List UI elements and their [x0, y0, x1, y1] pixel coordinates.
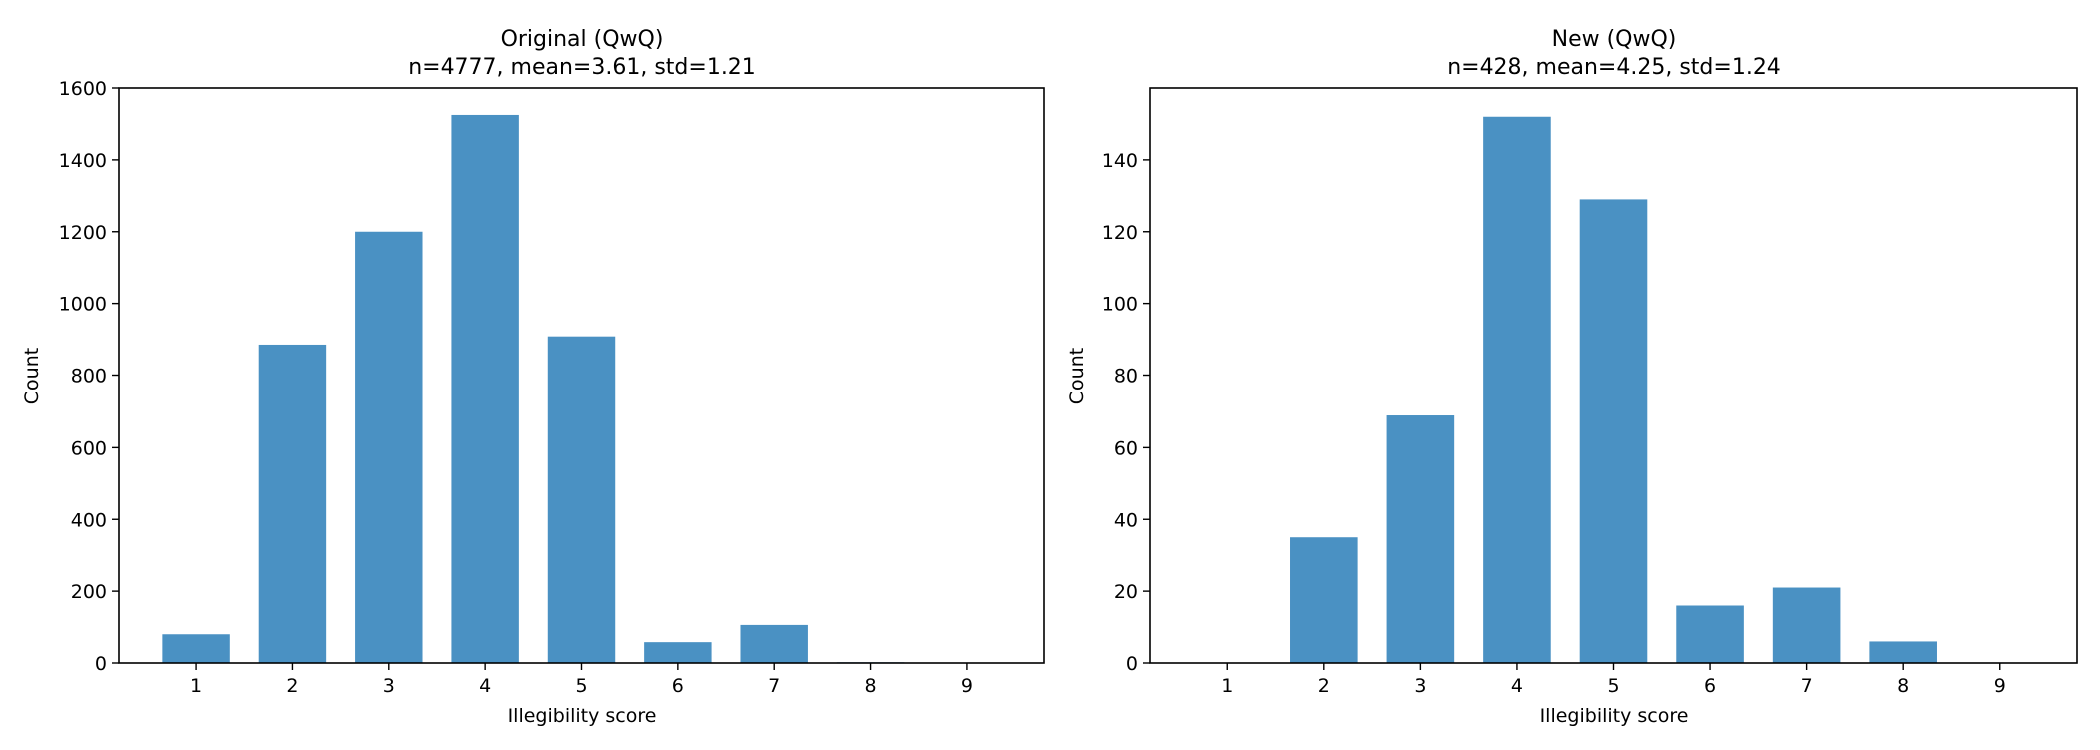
- x-tick-label: 7: [768, 675, 780, 697]
- y-tick-label: 140: [1102, 150, 1138, 172]
- chart-title: New (QwQ): [1552, 27, 1677, 52]
- chart-subtitle: n=428, mean=4.25, std=1.24: [1447, 55, 1781, 80]
- y-tick-label: 600: [71, 437, 107, 459]
- y-tick-label: 800: [71, 366, 107, 388]
- x-tick-label: 9: [1994, 675, 2006, 697]
- x-axis-label: Illegibility score: [1540, 705, 1689, 727]
- y-tick-label: 400: [71, 509, 107, 531]
- x-tick-label: 8: [865, 675, 877, 697]
- x-tick-label: 5: [575, 675, 587, 697]
- y-axis-label: Count: [21, 348, 43, 404]
- y-tick-label: 20: [1114, 581, 1138, 603]
- x-tick-label: 1: [190, 675, 202, 697]
- y-axis-label: Count: [1066, 348, 1088, 404]
- x-tick-label: 6: [1704, 675, 1716, 697]
- bar: [258, 344, 327, 663]
- y-tick-label: 120: [1102, 222, 1138, 244]
- bar: [355, 231, 423, 663]
- x-tick-label: 2: [1318, 675, 1330, 697]
- bar: [1676, 605, 1744, 663]
- y-tick-label: 1400: [59, 150, 107, 172]
- x-axis-label: Illegibility score: [508, 705, 657, 727]
- y-tick-label: 100: [1102, 294, 1138, 316]
- x-tick-label: 6: [672, 675, 684, 697]
- bar: [1386, 415, 1455, 663]
- y-tick-label: 1000: [59, 294, 107, 316]
- y-tick-label: 200: [71, 581, 107, 603]
- x-tick-label: 3: [1414, 675, 1426, 697]
- x-tick-label: 4: [479, 675, 491, 697]
- x-tick-label: 9: [961, 675, 973, 697]
- y-tick-label: 1600: [59, 78, 107, 100]
- bar: [740, 624, 808, 663]
- bar: [547, 336, 616, 663]
- x-tick-label: 2: [286, 675, 298, 697]
- y-tick-label: 0: [95, 653, 107, 675]
- x-tick-label: 1: [1221, 675, 1233, 697]
- bar: [1483, 116, 1551, 663]
- y-tick-label: 0: [1126, 653, 1138, 675]
- x-tick-label: 3: [383, 675, 395, 697]
- bar: [644, 642, 712, 663]
- y-tick-label: 60: [1114, 437, 1138, 459]
- bar: [1772, 587, 1841, 663]
- x-tick-label: 7: [1801, 675, 1813, 697]
- y-tick-label: 80: [1114, 366, 1138, 388]
- chart-new: New (QwQ) n=428, mean=4.25, std=1.24 Ill…: [1066, 27, 2078, 727]
- chart-original: Original (QwQ) n=4777, mean=3.61, std=1.…: [21, 27, 1045, 727]
- x-tick-label: 4: [1511, 675, 1523, 697]
- chart-subtitle: n=4777, mean=3.61, std=1.21: [408, 55, 756, 80]
- bar: [1290, 537, 1358, 663]
- y-tick-label: 40: [1114, 509, 1138, 531]
- chart-title: Original (QwQ): [501, 27, 664, 52]
- bar: [1869, 641, 1937, 663]
- bar: [162, 634, 230, 663]
- x-tick-label: 8: [1897, 675, 1909, 697]
- bar: [451, 114, 519, 663]
- x-tick-label: 5: [1607, 675, 1619, 697]
- bar: [1579, 199, 1648, 663]
- y-tick-label: 1200: [59, 222, 107, 244]
